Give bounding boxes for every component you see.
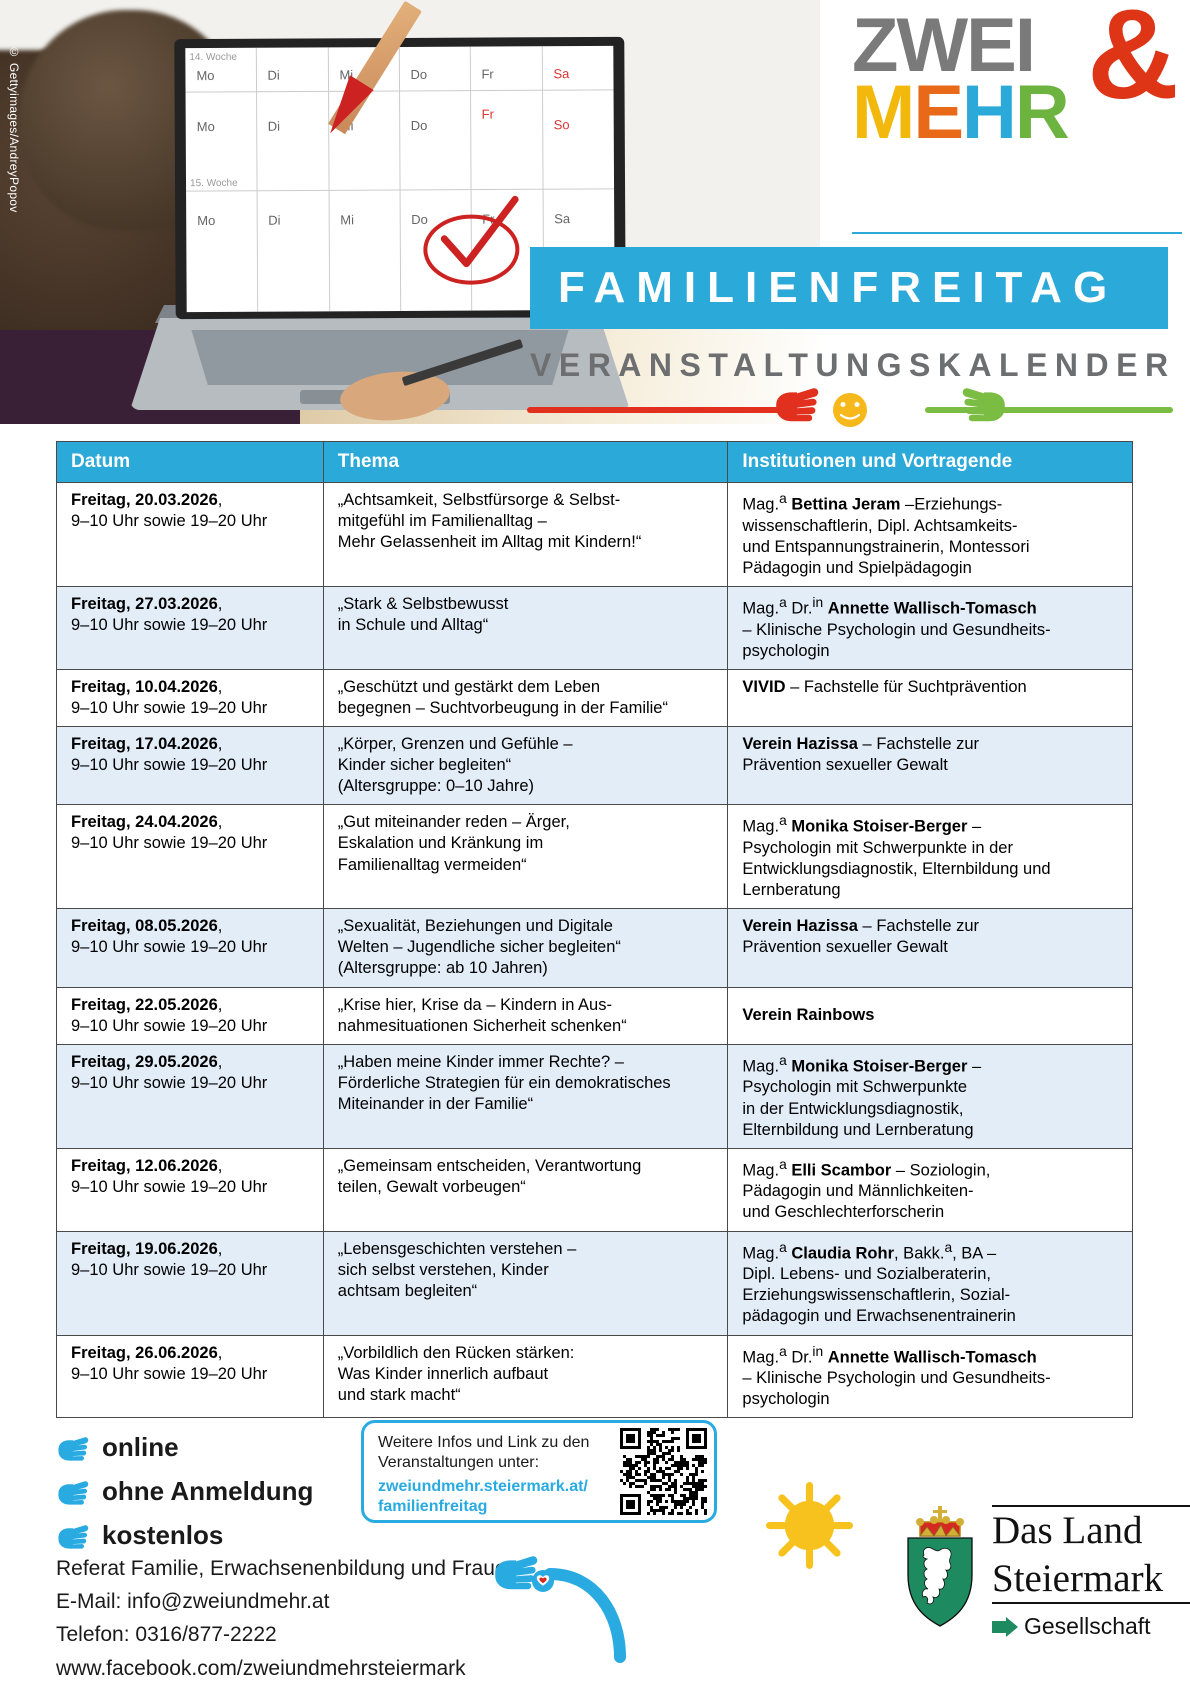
svg-text:&: &	[1087, 6, 1179, 124]
